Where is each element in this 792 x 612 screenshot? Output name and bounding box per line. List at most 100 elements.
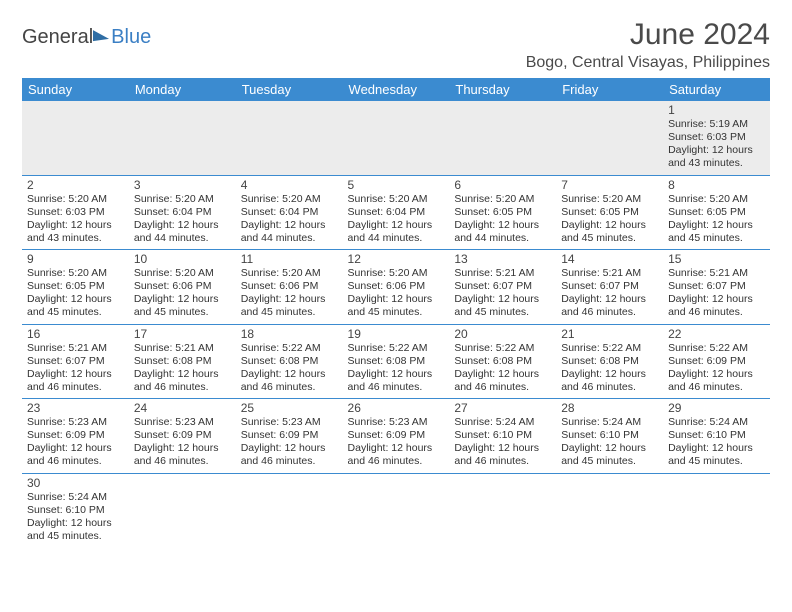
calendar-day-cell: 3Sunrise: 5:20 AMSunset: 6:04 PMDaylight…	[129, 175, 236, 250]
sunset-text: Sunset: 6:04 PM	[134, 206, 231, 219]
daylight-text: Daylight: 12 hours	[348, 442, 445, 455]
daylight-text: Daylight: 12 hours	[668, 144, 765, 157]
day-number: 15	[668, 252, 765, 266]
calendar-day-cell: 4Sunrise: 5:20 AMSunset: 6:04 PMDaylight…	[236, 175, 343, 250]
daylight-text: and 46 minutes.	[241, 381, 338, 394]
calendar-day-cell	[449, 101, 556, 175]
daylight-text: Daylight: 12 hours	[454, 442, 551, 455]
day-number: 10	[134, 252, 231, 266]
weekday-header: Monday	[129, 78, 236, 101]
daylight-text: Daylight: 12 hours	[348, 219, 445, 232]
calendar-day-cell: 25Sunrise: 5:23 AMSunset: 6:09 PMDayligh…	[236, 399, 343, 474]
daylight-text: and 46 minutes.	[134, 381, 231, 394]
calendar-week-row: 16Sunrise: 5:21 AMSunset: 6:07 PMDayligh…	[22, 324, 770, 399]
daylight-text: and 44 minutes.	[454, 232, 551, 245]
daylight-text: and 46 minutes.	[561, 306, 658, 319]
sunrise-text: Sunrise: 5:20 AM	[134, 267, 231, 280]
daylight-text: and 44 minutes.	[134, 232, 231, 245]
day-number: 30	[27, 476, 124, 490]
daylight-text: and 46 minutes.	[134, 455, 231, 468]
day-number: 9	[27, 252, 124, 266]
daylight-text: Daylight: 12 hours	[454, 219, 551, 232]
sunrise-text: Sunrise: 5:20 AM	[454, 193, 551, 206]
daylight-text: Daylight: 12 hours	[27, 368, 124, 381]
sunset-text: Sunset: 6:05 PM	[27, 280, 124, 293]
daylight-text: Daylight: 12 hours	[668, 442, 765, 455]
calendar-day-cell: 18Sunrise: 5:22 AMSunset: 6:08 PMDayligh…	[236, 324, 343, 399]
sunrise-text: Sunrise: 5:21 AM	[454, 267, 551, 280]
daylight-text: and 45 minutes.	[27, 306, 124, 319]
daylight-text: and 45 minutes.	[454, 306, 551, 319]
calendar-day-cell: 17Sunrise: 5:21 AMSunset: 6:08 PMDayligh…	[129, 324, 236, 399]
calendar-day-cell	[556, 101, 663, 175]
sunrise-text: Sunrise: 5:21 AM	[561, 267, 658, 280]
calendar-day-cell: 26Sunrise: 5:23 AMSunset: 6:09 PMDayligh…	[343, 399, 450, 474]
weekday-header-row: Sunday Monday Tuesday Wednesday Thursday…	[22, 78, 770, 101]
daylight-text: Daylight: 12 hours	[561, 442, 658, 455]
sunrise-text: Sunrise: 5:20 AM	[241, 267, 338, 280]
weekday-header: Saturday	[663, 78, 770, 101]
sunset-text: Sunset: 6:08 PM	[241, 355, 338, 368]
daylight-text: Daylight: 12 hours	[668, 293, 765, 306]
daylight-text: and 46 minutes.	[27, 381, 124, 394]
sunrise-text: Sunrise: 5:24 AM	[668, 416, 765, 429]
sunrise-text: Sunrise: 5:22 AM	[241, 342, 338, 355]
sunset-text: Sunset: 6:09 PM	[348, 429, 445, 442]
sunset-text: Sunset: 6:09 PM	[134, 429, 231, 442]
sunrise-text: Sunrise: 5:23 AM	[241, 416, 338, 429]
sunset-text: Sunset: 6:07 PM	[27, 355, 124, 368]
sunrise-text: Sunrise: 5:21 AM	[668, 267, 765, 280]
sunrise-text: Sunrise: 5:21 AM	[27, 342, 124, 355]
sunrise-text: Sunrise: 5:23 AM	[134, 416, 231, 429]
sunset-text: Sunset: 6:04 PM	[241, 206, 338, 219]
sunrise-text: Sunrise: 5:20 AM	[668, 193, 765, 206]
daylight-text: and 46 minutes.	[27, 455, 124, 468]
daylight-text: Daylight: 12 hours	[241, 219, 338, 232]
sunrise-text: Sunrise: 5:24 AM	[561, 416, 658, 429]
sunset-text: Sunset: 6:10 PM	[27, 504, 124, 517]
page-header: General Blue June 2024 Bogo, Central Vis…	[22, 18, 770, 72]
sunrise-text: Sunrise: 5:22 AM	[561, 342, 658, 355]
calendar-day-cell	[663, 473, 770, 547]
weekday-header: Tuesday	[236, 78, 343, 101]
calendar-day-cell: 13Sunrise: 5:21 AMSunset: 6:07 PMDayligh…	[449, 250, 556, 325]
brand-triangle-icon	[93, 28, 109, 41]
daylight-text: Daylight: 12 hours	[27, 517, 124, 530]
calendar-page: General Blue June 2024 Bogo, Central Vis…	[0, 0, 792, 565]
calendar-day-cell: 23Sunrise: 5:23 AMSunset: 6:09 PMDayligh…	[22, 399, 129, 474]
day-number: 2	[27, 178, 124, 192]
brand-part1: General	[22, 26, 93, 49]
daylight-text: Daylight: 12 hours	[561, 368, 658, 381]
day-number: 5	[348, 178, 445, 192]
sunset-text: Sunset: 6:06 PM	[241, 280, 338, 293]
day-number: 13	[454, 252, 551, 266]
calendar-day-cell	[129, 101, 236, 175]
day-number: 8	[668, 178, 765, 192]
daylight-text: and 45 minutes.	[561, 232, 658, 245]
calendar-day-cell: 1Sunrise: 5:19 AMSunset: 6:03 PMDaylight…	[663, 101, 770, 175]
calendar-day-cell: 8Sunrise: 5:20 AMSunset: 6:05 PMDaylight…	[663, 175, 770, 250]
sunrise-text: Sunrise: 5:20 AM	[134, 193, 231, 206]
sunset-text: Sunset: 6:09 PM	[241, 429, 338, 442]
calendar-week-row: 9Sunrise: 5:20 AMSunset: 6:05 PMDaylight…	[22, 250, 770, 325]
calendar-day-cell: 5Sunrise: 5:20 AMSunset: 6:04 PMDaylight…	[343, 175, 450, 250]
daylight-text: and 46 minutes.	[454, 381, 551, 394]
day-number: 4	[241, 178, 338, 192]
sunset-text: Sunset: 6:10 PM	[454, 429, 551, 442]
calendar-week-row: 23Sunrise: 5:23 AMSunset: 6:09 PMDayligh…	[22, 399, 770, 474]
calendar-day-cell: 7Sunrise: 5:20 AMSunset: 6:05 PMDaylight…	[556, 175, 663, 250]
daylight-text: Daylight: 12 hours	[241, 368, 338, 381]
sunrise-text: Sunrise: 5:20 AM	[27, 267, 124, 280]
brand-part2: Blue	[111, 26, 151, 49]
daylight-text: Daylight: 12 hours	[134, 293, 231, 306]
sunset-text: Sunset: 6:07 PM	[561, 280, 658, 293]
calendar-day-cell	[236, 473, 343, 547]
day-number: 23	[27, 401, 124, 415]
calendar-day-cell: 12Sunrise: 5:20 AMSunset: 6:06 PMDayligh…	[343, 250, 450, 325]
day-number: 11	[241, 252, 338, 266]
sunrise-text: Sunrise: 5:23 AM	[348, 416, 445, 429]
calendar-day-cell: 21Sunrise: 5:22 AMSunset: 6:08 PMDayligh…	[556, 324, 663, 399]
daylight-text: and 46 minutes.	[241, 455, 338, 468]
weekday-header: Sunday	[22, 78, 129, 101]
daylight-text: Daylight: 12 hours	[561, 293, 658, 306]
